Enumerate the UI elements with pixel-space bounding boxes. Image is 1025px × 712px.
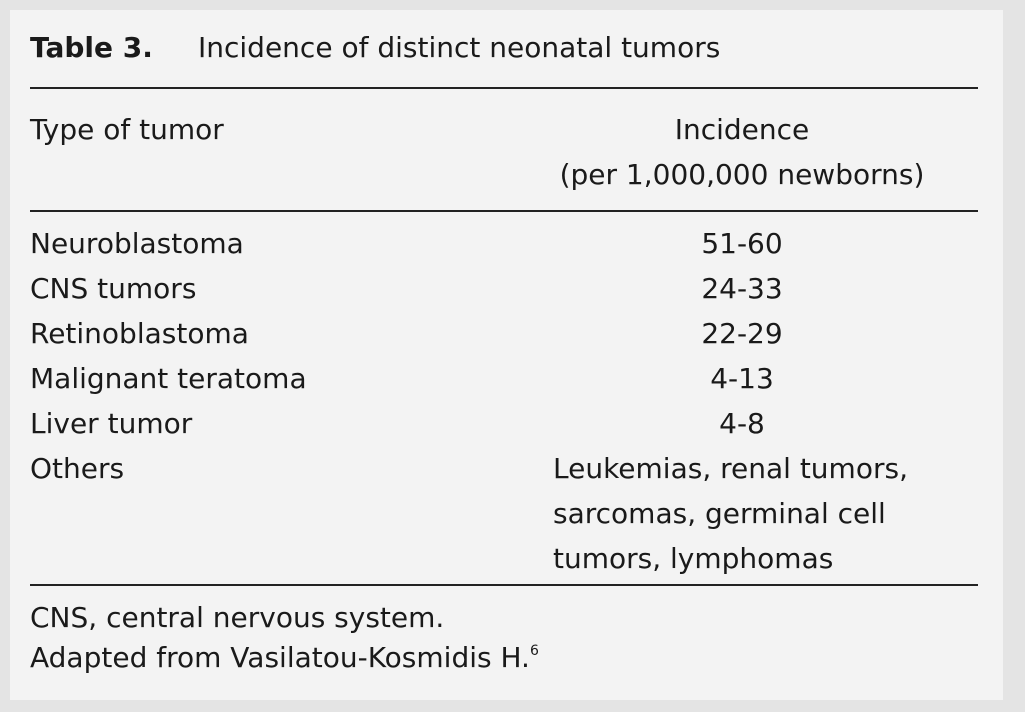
- row-incidence-line: tumors, lymphomas: [553, 542, 834, 575]
- header-type: Type of tumor: [30, 113, 224, 146]
- table-title: Incidence of distinct neonatal tumors: [198, 31, 721, 64]
- row-incidence: 4-13: [710, 362, 774, 395]
- row-incidence: 22-29: [701, 317, 783, 350]
- table-panel: Table 3. Incidence of distinct neonatal …: [10, 10, 1003, 700]
- footnote-ref: 6: [529, 643, 539, 659]
- row-type: Malignant teratoma: [30, 362, 307, 395]
- row-type: Others: [30, 452, 125, 485]
- footnote: CNS, central nervous system.: [30, 601, 445, 634]
- top-rule: [30, 87, 978, 89]
- header-rule: [30, 210, 978, 212]
- header-incidence: Incidence: [674, 113, 810, 146]
- row-type: Retinoblastoma: [30, 317, 249, 350]
- row-incidence: 4-8: [719, 407, 765, 440]
- row-type: Neuroblastoma: [30, 227, 244, 260]
- bottom-rule: [30, 584, 978, 586]
- row-incidence-line: Leukemias, renal tumors,: [553, 452, 908, 485]
- row-incidence: 51-60: [701, 227, 783, 260]
- header-unit: (per 1,000,000 newborns): [559, 158, 925, 191]
- row-incidence-line: sarcomas, germinal cell: [553, 497, 886, 530]
- table-label: Table 3.: [30, 31, 153, 64]
- row-type: Liver tumor: [30, 407, 193, 440]
- row-incidence: 24-33: [701, 272, 783, 305]
- footnote: Adapted from Vasilatou-Kosmidis H.6: [30, 641, 539, 674]
- row-type: CNS tumors: [30, 272, 197, 305]
